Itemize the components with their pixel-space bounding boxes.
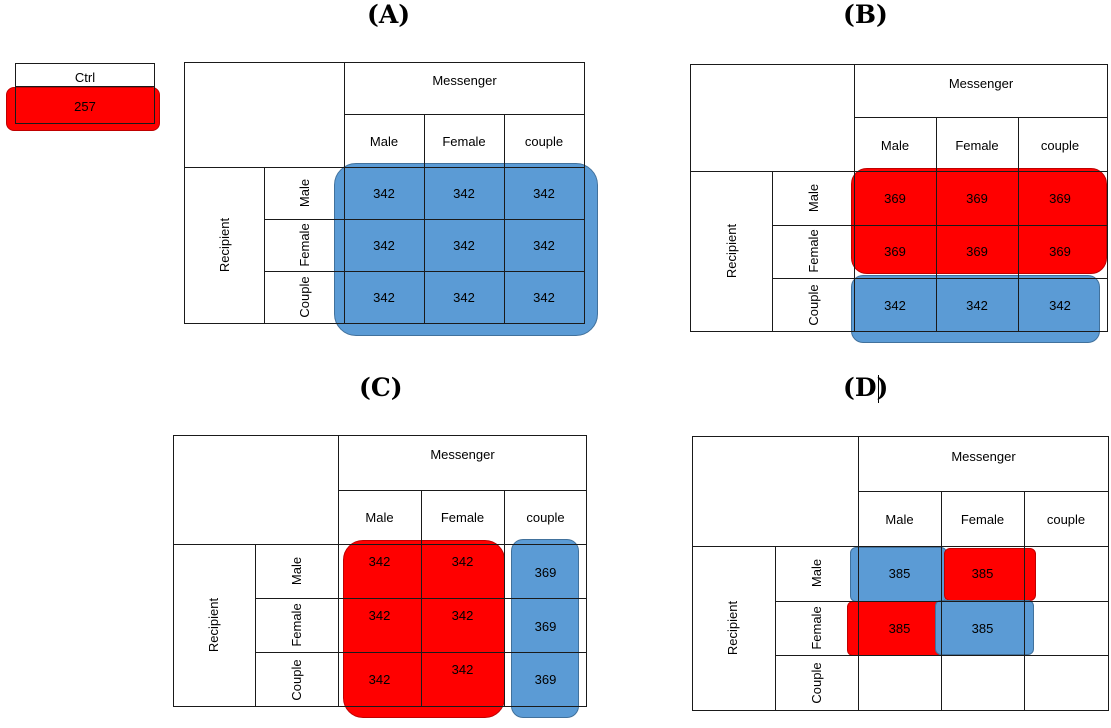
panel-b-col-couple: couple — [1040, 138, 1080, 153]
panel-d-cell: 385 — [971, 621, 994, 636]
panel-c-cell: 342 — [451, 608, 474, 623]
panel-d-row-male: Male — [809, 558, 824, 588]
panel-d-messenger-label: Messenger — [951, 449, 1016, 464]
panel-a-cell: 342 — [533, 238, 555, 253]
panel-d-row-couple: Couple — [809, 662, 824, 704]
panel-b-cell: 342 — [1049, 298, 1071, 313]
panel-a-recipient-label: Recipient — [217, 217, 232, 273]
panel-d-col-female: Female — [960, 512, 1005, 527]
panel-b-col-male: Male — [880, 138, 910, 153]
panel-a-cell: 342 — [533, 290, 555, 305]
panel-a-cell: 342 — [453, 290, 475, 305]
panel-d-blue-highlight — [935, 600, 1034, 655]
panel-a-messenger-label: Messenger — [432, 73, 497, 88]
panel-c-cell: 369 — [534, 565, 557, 580]
panel-b-red-highlight — [851, 168, 1107, 274]
panel-a-cell: 342 — [373, 186, 395, 201]
panel-c-row-couple: Couple — [289, 659, 304, 701]
panel-c-cell: 342 — [368, 672, 391, 687]
panel-d-red-highlight — [944, 548, 1036, 601]
panel-d-cell: 385 — [971, 566, 994, 581]
panel-c-col-male: Male — [365, 510, 394, 525]
ctrl-value: 257 — [74, 99, 96, 114]
panel-c-cell: 342 — [451, 554, 474, 569]
ctrl-label: Ctrl — [74, 70, 96, 85]
panel-a-cell: 342 — [453, 186, 475, 201]
panel-a-col-female: Female — [442, 134, 486, 149]
panel-d-cell: 385 — [888, 566, 911, 581]
panel-b-row-male: Male — [806, 183, 821, 213]
panel-c-title: (C) — [359, 373, 403, 402]
panel-d-title: (D) — [843, 373, 889, 402]
panel-b-cell: 369 — [966, 191, 988, 206]
panel-d-recipient-label: Recipient — [725, 600, 740, 656]
panel-c-col-female: Female — [440, 510, 485, 525]
panel-d-col-couple: couple — [1046, 512, 1086, 527]
panel-b-cell: 369 — [884, 244, 906, 259]
panel-c-row-male: Male — [289, 556, 304, 586]
panel-c-cell: 342 — [368, 608, 391, 623]
panel-a-col-male: Male — [369, 134, 399, 149]
panel-c-cell: 342 — [451, 662, 474, 677]
panel-d-red-highlight — [847, 601, 942, 656]
panel-c-cell: 369 — [534, 619, 557, 634]
panel-b-cell: 369 — [1049, 191, 1071, 206]
panel-d-row-female: Female — [809, 606, 824, 650]
panel-a-cell: 342 — [453, 238, 475, 253]
panel-b-col-female: Female — [955, 138, 999, 153]
panel-c-messenger-label: Messenger — [430, 447, 495, 462]
panel-b-cell: 369 — [884, 191, 906, 206]
panel-b-cell: 342 — [966, 298, 988, 313]
panel-a-row-male: Male — [297, 178, 312, 208]
panel-b-row-couple: Couple — [806, 284, 821, 326]
panel-b-messenger-label: Messenger — [948, 76, 1014, 91]
panel-b-cell: 369 — [966, 244, 988, 259]
panel-a-row-female: Female — [297, 223, 312, 267]
panel-a-row-couple: Couple — [297, 276, 312, 318]
panel-d-cell: 385 — [888, 621, 911, 636]
panel-b-row-female: Female — [806, 229, 821, 273]
panel-b-title: (B) — [843, 0, 888, 29]
panel-c-blue-highlight — [511, 539, 579, 718]
panel-a-col-couple: couple — [524, 134, 564, 149]
panel-c-recipient-label: Recipient — [206, 597, 221, 653]
panel-d-col-male: Male — [885, 512, 914, 527]
panel-a-title: (A) — [367, 0, 411, 29]
panel-c-red-highlight — [343, 540, 505, 718]
panel-c-cell: 369 — [534, 672, 557, 687]
panel-b-recipient-label: Recipient — [724, 223, 739, 279]
panel-a-highlight — [334, 163, 598, 336]
panel-c-row-female: Female — [289, 603, 304, 647]
text-cursor — [878, 375, 879, 403]
panel-a-cell: 342 — [373, 290, 395, 305]
panel-b-cell: 369 — [1049, 244, 1071, 259]
panel-c-col-couple: couple — [526, 510, 565, 525]
panel-c-cell: 342 — [368, 554, 391, 569]
panel-b-cell: 342 — [884, 298, 906, 313]
panel-a-cell: 342 — [373, 238, 395, 253]
panel-a-cell: 342 — [533, 186, 555, 201]
